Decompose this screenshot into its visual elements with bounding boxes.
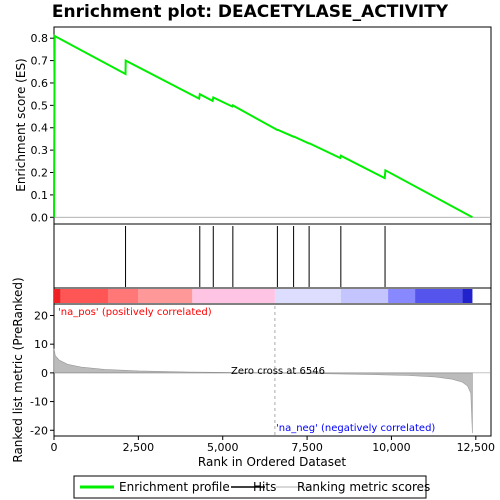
pos-label: 'na_pos' (positively correlated)	[58, 307, 212, 318]
es-tick-label: 0.4	[31, 122, 49, 135]
x-tick-label: 7,500	[291, 441, 323, 454]
metric-tick-label: 20	[34, 309, 48, 322]
enrichment-profile-line	[53, 34, 473, 219]
legend-label-metric: Ranking metric scores	[297, 480, 430, 494]
gradient-segment	[60, 289, 108, 303]
gradient-segment	[274, 289, 341, 303]
zero-cross-label: Zero cross at 6546	[231, 366, 325, 377]
es-tick-label: 0.2	[31, 167, 49, 180]
gradient-segment	[462, 289, 473, 303]
neg-label: 'na_neg' (negatively correlated)	[276, 423, 435, 434]
gradient-segment	[107, 289, 139, 303]
metric-y-ticks: 20 10 0 -10 -20	[30, 309, 54, 437]
gradient-segment	[388, 289, 416, 303]
metric-tick-label: -10	[30, 396, 48, 409]
metric-tick-label: 0	[41, 367, 48, 380]
es-tick-label: 0.0	[31, 211, 49, 224]
gradient-layer	[54, 289, 473, 303]
gradient-segment	[138, 289, 193, 303]
gradient-segment	[415, 289, 463, 303]
gradient-segment	[54, 289, 61, 303]
es-layer	[53, 34, 491, 219]
gradient-segment	[340, 289, 389, 303]
hits-panel-frame	[53, 223, 492, 289]
x-tick-label: 2,500	[123, 441, 155, 454]
x-axis-ticks: 0 2,500 5,000 7,500 10,000 12,500	[51, 436, 496, 454]
hits-layer	[125, 226, 386, 287]
metric-layer	[53, 306, 491, 436]
x-tick-label: 0	[51, 441, 58, 454]
es-tick-label: 0.7	[31, 55, 49, 68]
metric-y-axis-label: Ranked list metric (PreRanked)	[11, 277, 25, 462]
es-y-ticks: 0.0 0.1 0.2 0.3 0.4 0.5 0.6 0.7 0.8	[31, 32, 54, 224]
x-axis-label: Rank in Ordered Dataset	[198, 455, 346, 469]
metric-area	[53, 348, 473, 434]
metric-tick-label: -20	[30, 424, 48, 437]
metric-tick-label: 10	[34, 338, 48, 351]
es-tick-label: 0.6	[31, 77, 49, 90]
es-y-axis-label: Enrichment score (ES)	[14, 58, 28, 191]
es-panel-frame	[53, 26, 492, 225]
x-tick-label: 12,500	[457, 441, 496, 454]
gradient-segment	[192, 289, 275, 303]
es-tick-label: 0.3	[31, 144, 49, 157]
x-tick-label: 5,000	[207, 441, 239, 454]
metric-panel-frame	[53, 303, 492, 437]
es-tick-label: 0.5	[31, 99, 49, 112]
x-tick-label: 10,000	[372, 441, 411, 454]
legend-label-hits: Hits	[253, 480, 276, 494]
chart-title: Enrichment plot: DEACETYLASE_ACTIVITY	[52, 2, 449, 22]
es-tick-label: 0.1	[31, 189, 49, 202]
es-tick-label: 0.8	[31, 32, 49, 45]
legend-label-enrichment: Enrichment profile	[119, 480, 230, 494]
